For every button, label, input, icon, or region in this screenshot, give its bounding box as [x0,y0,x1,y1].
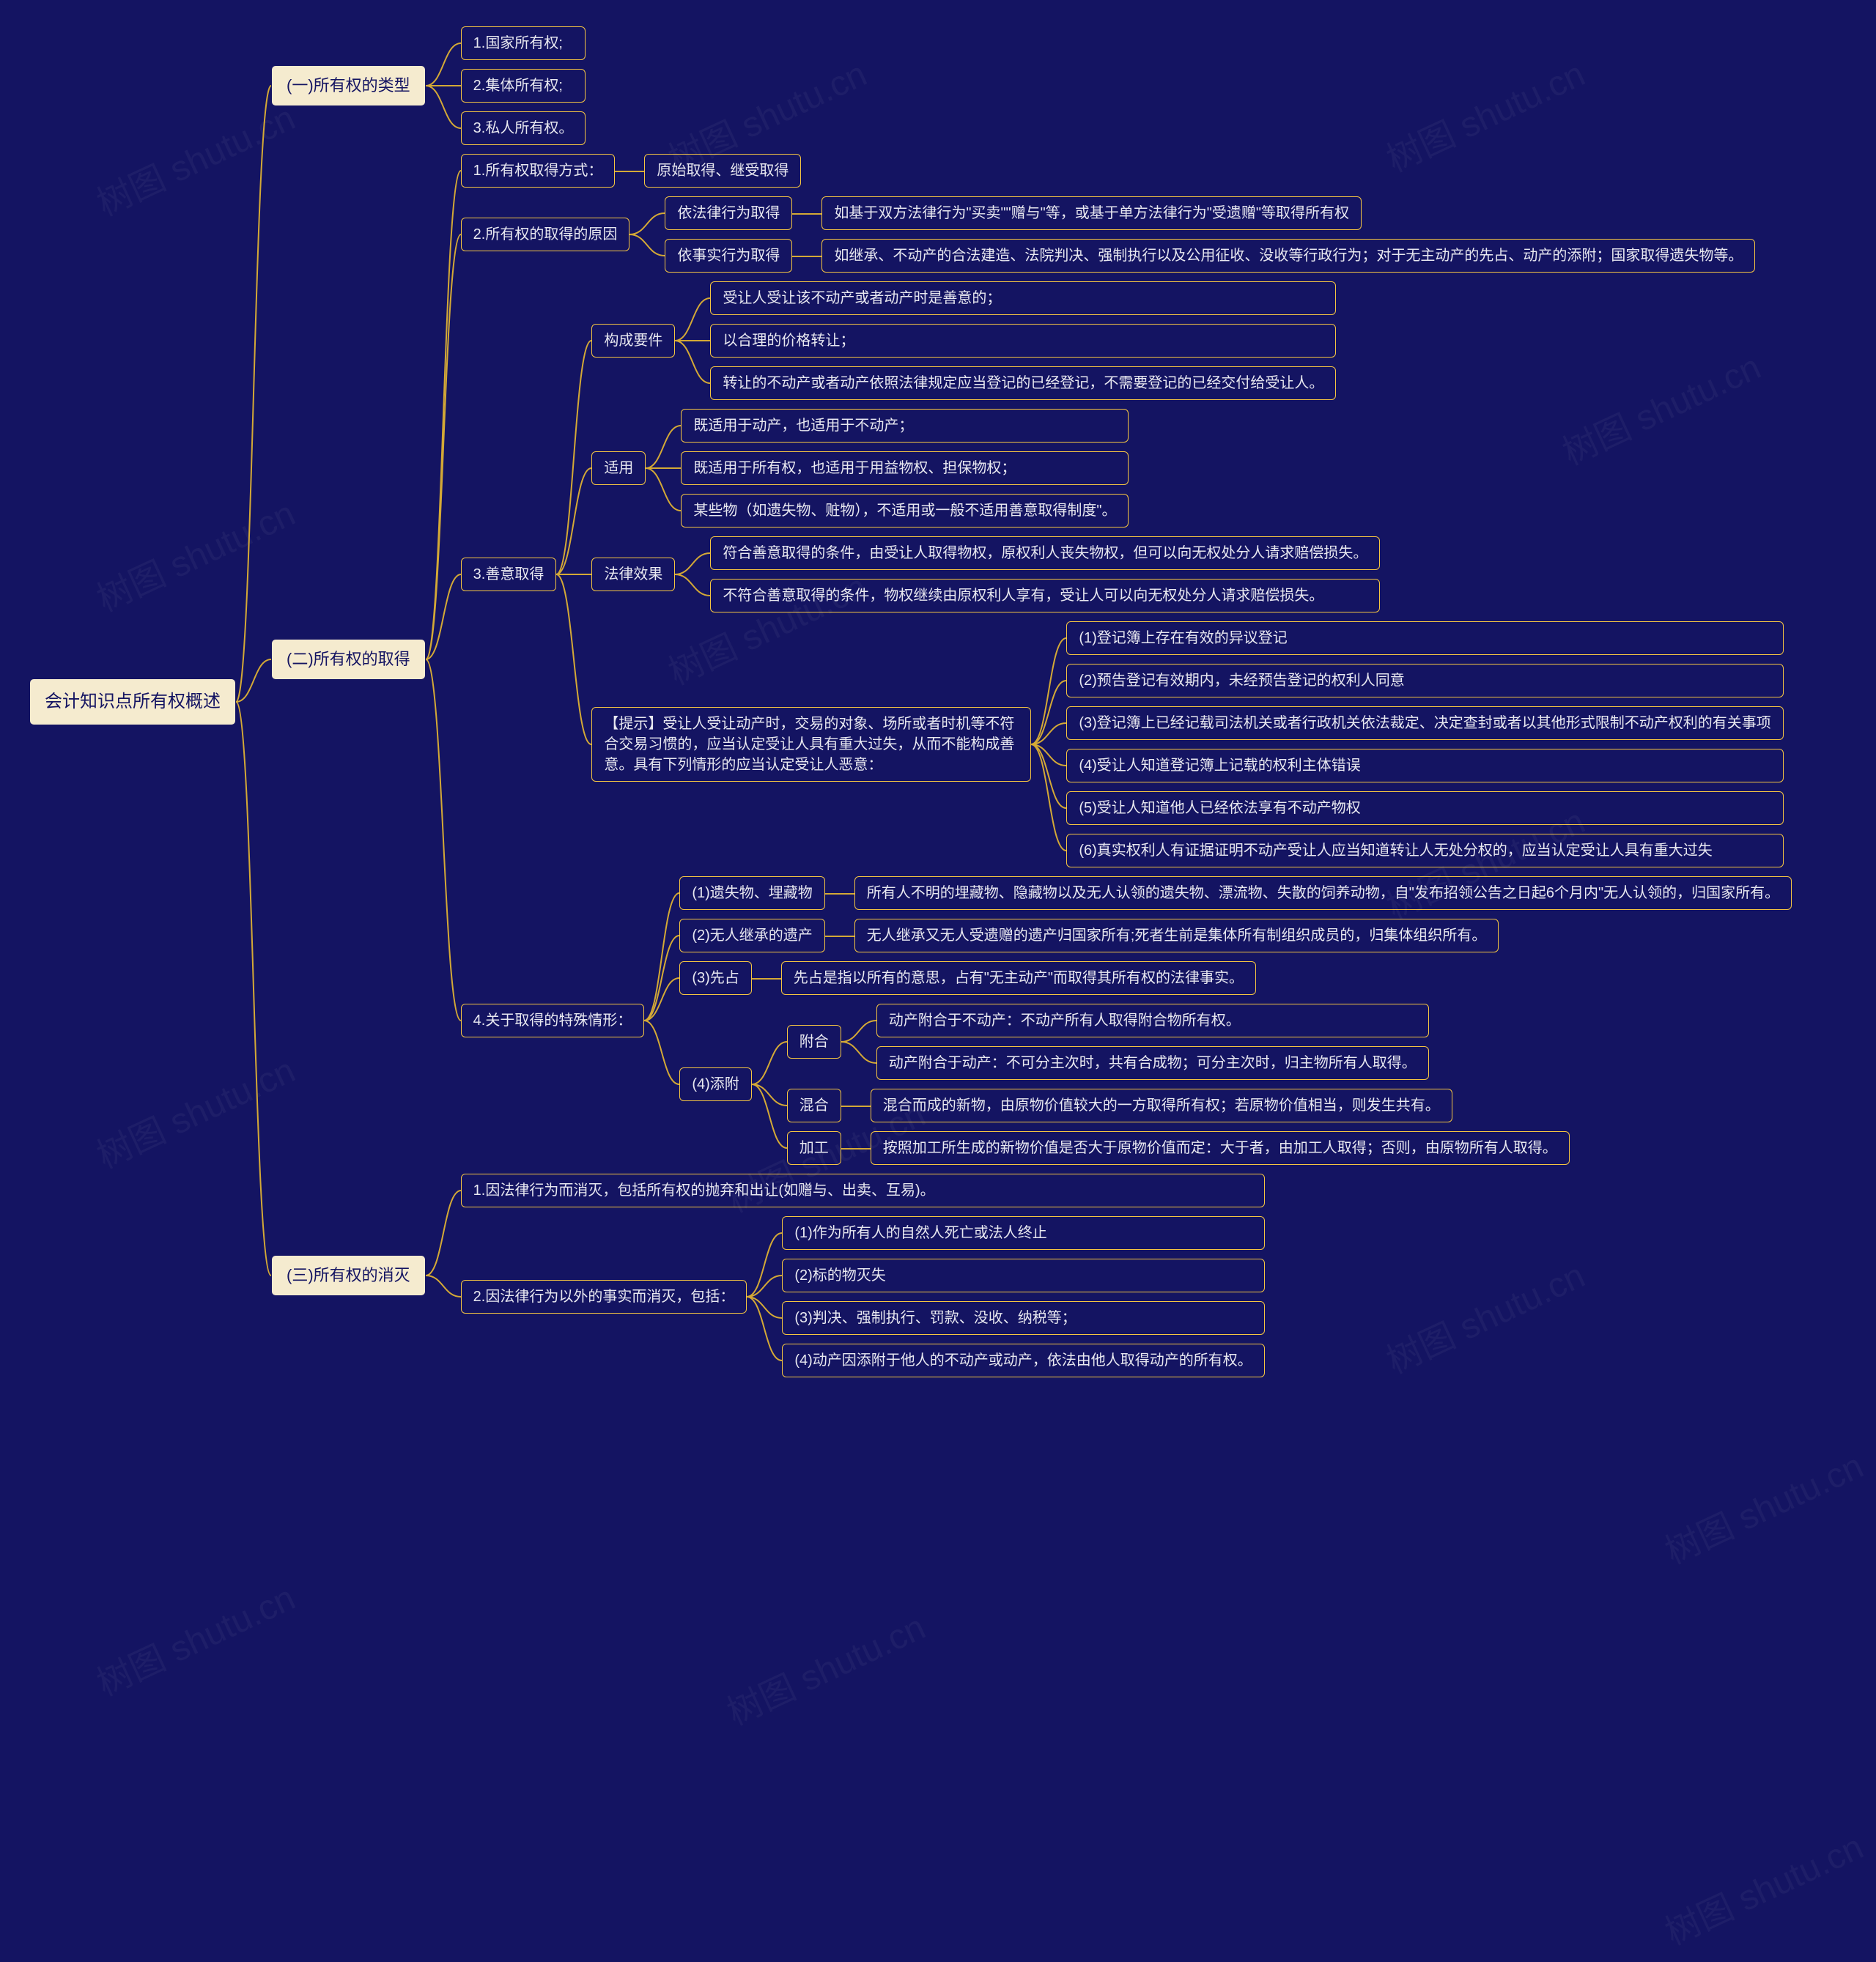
fan-s2n3d [1031,617,1066,872]
fan-s2n4 [644,872,679,1169]
s3-n2-3: (4)动产因添附于他人的不动产或动产，依法由他人取得动产的所有权。 [782,1344,1264,1377]
s2-n3-d-5: (6)真实权利人有证据证明不动产受让人应当知道转让人无处分权的，应当认定受让人具… [1066,834,1783,867]
s2-n3-d-1: (2)预告登记有效期内，未经预告登记的权利人同意 [1066,664,1783,697]
s2-n4-d-fh-0: 动产附合于不动产：不动产所有人取得附合物所有权。 [876,1004,1429,1037]
s2-n4-c-leaf: 先占是指以所有的意思，占有"无主动产"而取得其所有权的法律事实。 [781,961,1256,995]
fan-s2n3c [675,532,710,617]
s2-n1-leaf: 原始取得、继受取得 [644,154,801,188]
hconn [825,914,854,957]
section-3: (三)所有权的消灭 [271,1255,426,1297]
hconn [792,234,821,277]
fan-s2n3 [556,277,591,872]
section-2: (二)所有权的取得 [271,639,426,681]
s2-n3-b-0: 既适用于动产，也适用于不动产； [681,409,1129,443]
fan-s2n4d [752,999,787,1169]
s2-n4-d-fh-1: 动产附合于动产：不可分主次时，共有合成物；可分主次时，归主物所有人取得。 [876,1046,1429,1080]
watermark: 树图 shutu.cn [717,1599,932,1735]
s2-n3-d-4: (5)受让人知道他人已经依法享有不动产物权 [1066,791,1783,825]
hconn [841,1084,871,1127]
fan-s2n3b [646,404,681,532]
fan-s3n2 [747,1212,782,1382]
hconn [792,192,821,234]
s1-item-0: 1.国家所有权; [461,26,586,60]
s2-n3-a-2: 转让的不动产或者动产依照法律规定应当登记的已经登记，不需要登记的已经交付给受让人… [710,366,1336,400]
s2-n4-d-fh: 附合 [787,1025,841,1059]
s2-n2: 2.所有权的取得的原因 [461,218,630,251]
s3-n2-2: (3)判决、强制执行、罚款、没收、纳税等； [782,1301,1264,1335]
s2-n4-c: (3)先占 [679,961,751,995]
fan-s2n4dfh [841,999,876,1084]
s2-n3-d-0: (1)登记簿上存在有效的异议登记 [1066,621,1783,655]
hconn [825,872,854,914]
s1-item-1: 2.集体所有权; [461,69,586,103]
s2-n4-d-jg: 加工 [787,1131,841,1165]
s2-n2-b-leaf: 如继承、不动产的合法建造、法院判决、强制执行以及公用征收、没收等行政行为；对于无… [821,239,1755,273]
s3-n2-0: (1)作为所有人的自然人死亡或法人终止 [782,1216,1264,1250]
s2-n4-d-hh: 混合 [787,1089,841,1122]
s2-n3-d-2: (3)登记簿上已经记载司法机关或者行政机关依法裁定、决定查封或者以其他形式限制不… [1066,706,1783,740]
s2-n2-a: 依法律行为取得 [665,196,792,230]
watermark: 树图 shutu.cn [87,1569,302,1706]
s2-n2-a-leaf: 如基于双方法律行为"买卖""赠与"等，或基于单方法律行为"受遗赠"等取得所有权 [821,196,1362,230]
hconn [615,149,644,192]
fan-root [236,22,271,1382]
s2-n3-a: 构成要件 [591,324,675,358]
fan-s2n2 [629,192,665,277]
s2-n1: 1.所有权取得方式： [461,154,616,188]
s2-n4-d-jg-leaf: 按照加工所生成的新物价值是否大于原物价值而定：大于者，由加工人取得；否则，由原物… [871,1131,1570,1165]
s2-n4: 4.关于取得的特殊情形： [461,1004,645,1037]
s2-n3: 3.善意取得 [461,558,557,591]
s2-n4-a: (1)遗失物、埋藏物 [679,876,824,910]
s1-item-2: 3.私人所有权。 [461,111,586,145]
s2-n4-b-leaf: 无人继承又无人受遗赠的遗产归国家所有;死者生前是集体所有制组织成员的，归集体组织… [854,919,1499,952]
watermark: 树图 shutu.cn [1655,1437,1870,1574]
s2-n3-b: 适用 [591,451,646,485]
s2-n3-c-0: 符合善意取得的条件，由受让人取得物权，原权利人丧失物权，但可以向无权处分人请求赔… [710,536,1380,570]
hconn [752,957,781,999]
s2-n4-b: (2)无人继承的遗产 [679,919,824,952]
s2-n4-a-leaf: 所有人不明的埋藏物、隐藏物以及无人认领的遗失物、漂流物、失散的饲养动物，自"发布… [854,876,1792,910]
s2-n2-b: 依事实行为取得 [665,239,792,273]
s2-n3-c: 法律效果 [591,558,675,591]
root-node: 会计知识点所有权概述 [29,678,236,725]
fan-s2 [426,149,461,1169]
watermark: 树图 shutu.cn [1655,1818,1870,1955]
s2-n3-a-1: 以合理的价格转让； [710,324,1336,358]
s2-n3-a-0: 受让人受让该不动产或者动产时是善意的； [710,281,1336,315]
fan-s1 [426,22,461,149]
fan-s2n3a [675,277,710,404]
s3-n2-1: (2)标的物灭失 [782,1259,1264,1292]
s2-n3-d-3: (4)受让人知道登记簿上记载的权利主体错误 [1066,749,1783,782]
section-1: (一)所有权的类型 [271,65,426,107]
hconn [841,1127,871,1169]
s3-n2: 2.因法律行为以外的事实而消灭，包括： [461,1280,747,1314]
s2-n4-d: (4)添附 [679,1067,751,1101]
fan-s3 [426,1169,461,1382]
s2-n3-b-1: 既适用于所有权，也适用于用益物权、担保物权； [681,451,1129,485]
s2-n3-b-2: 某些物（如遗失物、赃物），不适用或一般不适用善意取得制度"。 [681,494,1129,527]
s2-n3-d: 【提示】受让人受让动产时，交易的对象、场所或者时机等不符合交易习惯的，应当认定受… [591,707,1031,782]
s2-n4-d-hh-leaf: 混合而成的新物，由原物价值较大的一方取得所有权；若原物价值相当，则发生共有。 [871,1089,1452,1122]
s2-n3-c-1: 不符合善意取得的条件，物权继续由原权利人享有，受让人可以向无权处分人请求赔偿损失… [710,579,1380,612]
s3-n1: 1.因法律行为而消灭，包括所有权的抛弃和出让(如赠与、出卖、互易)。 [461,1174,1265,1207]
